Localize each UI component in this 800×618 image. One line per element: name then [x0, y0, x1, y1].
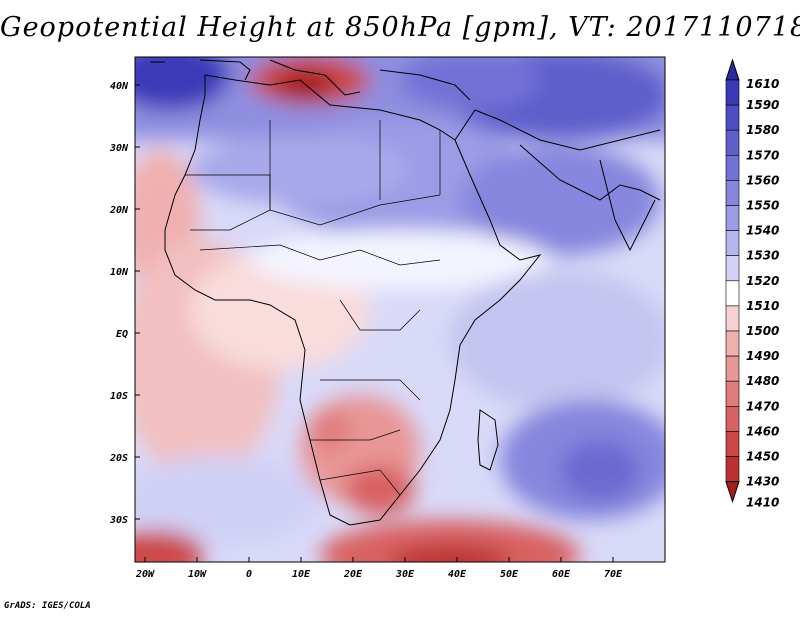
- colorbar-label: 1580: [746, 123, 779, 137]
- lon-label: 20W: [135, 569, 155, 580]
- colorbar-label: 1500: [746, 324, 779, 338]
- colorbar-label: 1450: [746, 450, 779, 464]
- colorbar-label: 1510: [746, 299, 779, 313]
- colorbar-swatch: [725, 129, 740, 156]
- colorbar-swatch: [725, 255, 740, 282]
- colorbar-swatch: [725, 155, 740, 181]
- colorbar-label: 1540: [746, 224, 779, 238]
- lon-label: 10W: [188, 569, 207, 580]
- colorbar: 1610 1590 1580 1570 1560 1550 1540 1530 1520 1510…: [725, 58, 779, 510]
- colorbar-swatch: [725, 230, 740, 257]
- lon-label: 60E: [552, 569, 571, 580]
- colorbar-swatch: [725, 280, 740, 307]
- colorbar-label: 1590: [746, 98, 779, 112]
- lat-label: 40N: [110, 81, 129, 92]
- colorbar-label: 1410: [746, 496, 779, 510]
- colorbar-swatch: [725, 380, 740, 407]
- colorbar-swatch: [725, 431, 740, 457]
- colorbar-top-arrow: [725, 58, 740, 81]
- lon-axis: 20W 10W 0 10E 20E 30E 40E 50E 60E 70E: [135, 557, 623, 580]
- lat-label: 30N: [109, 143, 129, 154]
- colorbar-swatch: [725, 205, 740, 231]
- colorbar-swatch: [725, 180, 740, 206]
- lon-label: 0: [246, 569, 252, 580]
- map-title: Geopotential Height at 850hPa [gpm], VT:…: [0, 12, 800, 43]
- colorbar-label: 1490: [746, 349, 779, 363]
- colorbar-label: 1470: [746, 399, 779, 413]
- lon-label: 10E: [292, 569, 311, 580]
- colorbar-swatch: [725, 305, 740, 332]
- lat-axis: 40N 30N 20N 10N EQ 10S 20S 30S: [109, 81, 140, 526]
- colorbar-label: 1560: [746, 173, 779, 187]
- lat-label: 10N: [110, 267, 129, 278]
- colorbar-swatch: [725, 330, 740, 357]
- country-borders: [185, 120, 441, 496]
- lon-label: 70E: [604, 569, 623, 580]
- colorbar-swatch: [725, 405, 740, 432]
- map-frame: [134, 56, 666, 563]
- colorbar-swatch: [725, 355, 740, 382]
- grads-credit: GrADS: IGES/COLA: [4, 601, 91, 611]
- colorbar-label: 1530: [746, 249, 779, 263]
- lon-label: 50E: [500, 569, 519, 580]
- colorbar-swatch: [725, 104, 740, 131]
- lat-label: 20S: [109, 453, 128, 464]
- lat-label: EQ: [116, 329, 128, 340]
- lon-label: 30E: [395, 569, 415, 580]
- colorbar-label: 1610: [746, 77, 779, 91]
- height-field: [135, 57, 665, 562]
- colorbar-label: 1570: [746, 148, 779, 162]
- colorbar-label: 1550: [746, 199, 779, 213]
- lon-label: 20E: [343, 569, 363, 580]
- lat-label: 20N: [109, 205, 129, 216]
- coastlines: [150, 59, 661, 526]
- colorbar-label: 1460: [746, 424, 779, 438]
- colorbar-label: 1430: [746, 475, 779, 489]
- lon-label: 40E: [448, 569, 467, 580]
- lat-label: 10S: [110, 391, 128, 402]
- colorbar-label: 1520: [746, 274, 779, 288]
- colorbar-swatch: [725, 456, 740, 482]
- colorbar-label: 1480: [746, 374, 779, 388]
- colorbar-bottom-arrow: [725, 481, 740, 504]
- colorbar-swatch: [725, 79, 740, 106]
- lat-label: 30S: [109, 515, 128, 526]
